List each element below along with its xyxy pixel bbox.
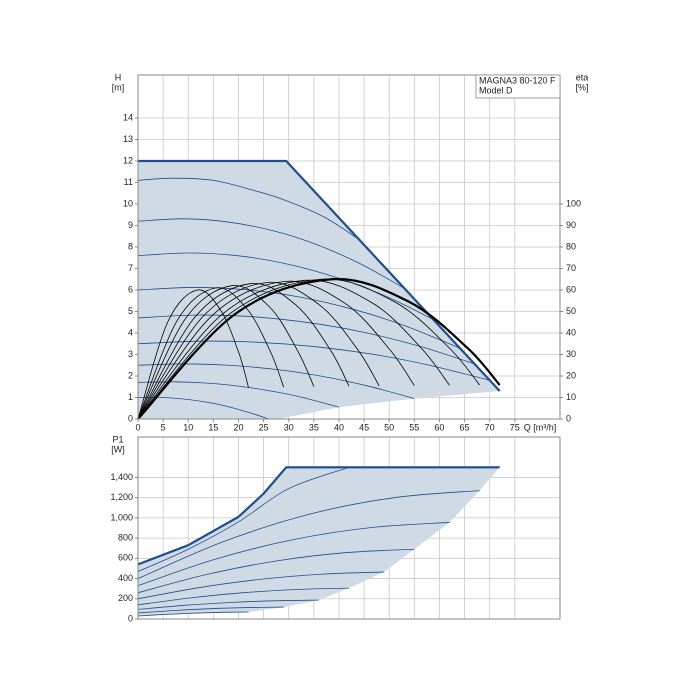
- plot-content: [137, 437, 560, 620]
- y-tick-label: 1,000: [110, 512, 133, 522]
- performance-curve: [137, 218, 405, 289]
- y-tick-label: 13: [123, 134, 133, 144]
- y-tick-label: 400: [118, 573, 133, 583]
- y2-tick-label: 70: [566, 263, 576, 273]
- y2-tick-label: 20: [566, 370, 576, 380]
- performance-curve: [137, 571, 385, 600]
- y-tick-label: 0: [128, 613, 133, 623]
- y-tick-label: 9: [128, 220, 133, 230]
- x-tick-label: 10: [183, 422, 193, 432]
- y-tick-label: 14: [123, 112, 133, 122]
- performance-curve: [137, 381, 340, 408]
- y-axis-label: P1: [112, 434, 123, 444]
- y-tick-label: 2: [128, 370, 133, 380]
- x-tick-label: 45: [359, 422, 369, 432]
- y-tick-label: 600: [118, 553, 133, 563]
- y-tick-label: 1,400: [110, 472, 133, 482]
- y-tick-label: 8: [128, 241, 133, 251]
- x-tick-label: 60: [434, 422, 444, 432]
- plot-border: [137, 436, 561, 620]
- performance-curve: [137, 466, 350, 572]
- y-axis-label: H: [115, 72, 122, 82]
- operating-area: [138, 467, 500, 616]
- x-tick-label: 75: [510, 422, 520, 432]
- performance-curve: [137, 599, 319, 610]
- y-tick-label: 0: [128, 413, 133, 423]
- performance-curve: [137, 287, 460, 349]
- x-tick-label: 20: [233, 422, 243, 432]
- y-axis-unit: [W]: [111, 444, 125, 454]
- performance-curve: [137, 252, 435, 321]
- x-tick-label: 5: [161, 422, 166, 432]
- y-axis-unit: [m]: [112, 82, 125, 92]
- efficiency-curve: [137, 283, 350, 420]
- performance-curve: [137, 340, 490, 381]
- x-tick-label: 0: [135, 422, 140, 432]
- x-tick-label: 15: [208, 422, 218, 432]
- plot-content: [137, 75, 560, 420]
- y2-tick-label: 30: [566, 349, 576, 359]
- efficiency-curve: [137, 277, 501, 420]
- y2-axis-label: eta: [576, 72, 589, 82]
- performance-curve: [137, 177, 360, 240]
- operating-area: [138, 161, 500, 419]
- efficiency-curve: [137, 287, 285, 420]
- y-tick-label: 800: [118, 532, 133, 542]
- y-tick-label: 10: [123, 198, 133, 208]
- y2-tick-label: 40: [566, 327, 576, 337]
- x-tick-label: 40: [334, 422, 344, 432]
- annotation: MAGNA3 80-120 F: [479, 75, 556, 85]
- y2-tick-label: 90: [566, 220, 576, 230]
- performance-curve: [137, 522, 450, 587]
- x-tick-label: 65: [460, 422, 470, 432]
- x-tick-label: 50: [384, 422, 394, 432]
- performance-curve: [137, 611, 249, 617]
- y-tick-label: 6: [128, 284, 133, 294]
- y-tick-label: 1,200: [110, 492, 133, 502]
- x-tick-label: 35: [309, 422, 319, 432]
- y2-tick-label: 80: [566, 241, 576, 251]
- x-tick-label: 25: [259, 422, 269, 432]
- y-tick-label: 12: [123, 155, 133, 165]
- efficiency-curve: [137, 289, 249, 420]
- y-tick-label: 7: [128, 263, 133, 273]
- performance-curve: [137, 396, 269, 420]
- y-tick-label: 4: [128, 327, 133, 337]
- y2-tick-label: 0: [566, 413, 571, 423]
- y-tick-label: 11: [124, 177, 133, 187]
- y-tick-label: 5: [128, 306, 133, 316]
- x-tick-label: 70: [485, 422, 495, 432]
- y-tick-label: 3: [128, 349, 133, 359]
- y-tick-label: 1: [128, 392, 133, 402]
- efficiency-curve: [137, 281, 380, 420]
- y2-tick-label: 50: [566, 306, 576, 316]
- performance-curve: [137, 548, 415, 594]
- y2-tick-label: 100: [566, 198, 581, 208]
- y-tick-label: 200: [118, 593, 133, 603]
- performance-curve: [137, 587, 350, 606]
- y2-tick-label: 60: [566, 284, 576, 294]
- performance-curve: [137, 490, 480, 579]
- y2-tick-label: 10: [566, 392, 576, 402]
- x-tick-label: 55: [409, 422, 419, 432]
- annotation-box: [475, 74, 561, 99]
- x-tick-label: 30: [284, 422, 294, 432]
- annotation: Model D: [479, 85, 513, 95]
- performance-curve: [137, 606, 284, 614]
- y2-axis-unit: [%]: [575, 82, 588, 92]
- performance-curve: [137, 466, 500, 566]
- x-axis-label: Q [m³/h]: [524, 422, 557, 432]
